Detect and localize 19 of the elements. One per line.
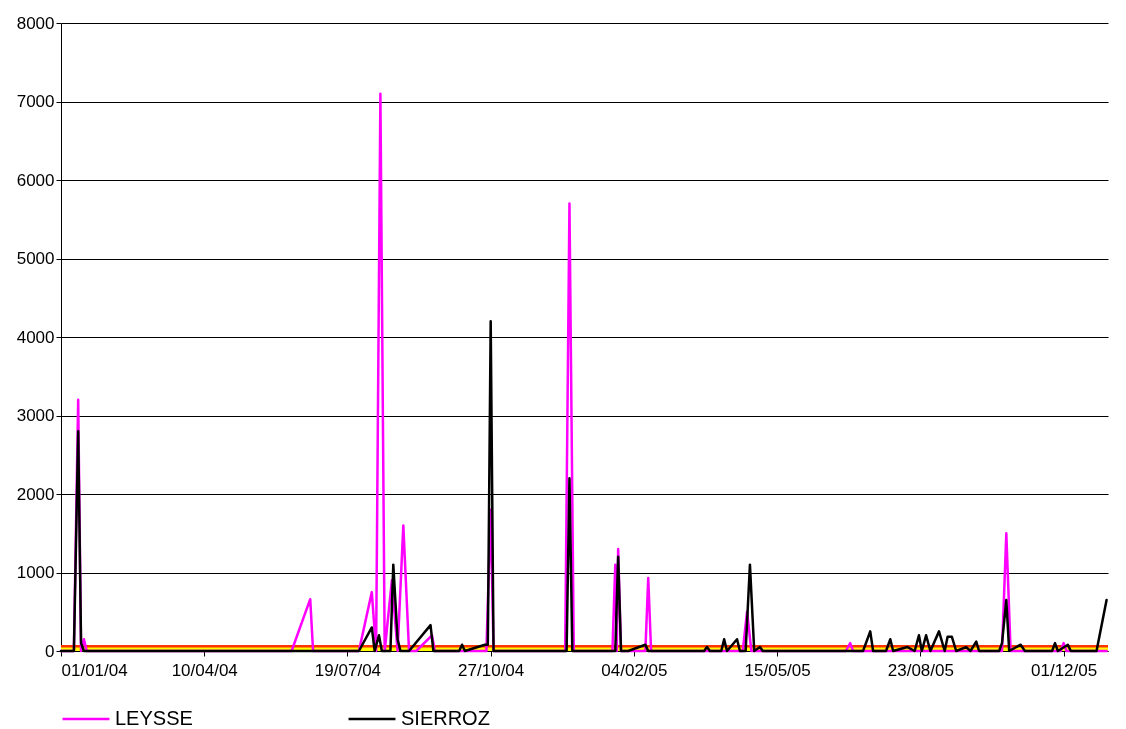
x-tick-label: 01/01/04 bbox=[61, 660, 128, 680]
y-tick-label: 0 bbox=[45, 641, 55, 661]
legend-label: LEYSSE bbox=[115, 707, 193, 729]
y-tick-label: 2000 bbox=[16, 484, 55, 504]
y-tick-label: 1000 bbox=[16, 563, 55, 582]
y-tick-label: 7000 bbox=[16, 92, 55, 111]
legend-label: SIERROZ bbox=[401, 707, 490, 729]
x-tick-label: 04/02/05 bbox=[601, 660, 668, 680]
y-tick-label: 4000 bbox=[16, 327, 55, 347]
x-tick-label: 01/12/05 bbox=[1031, 660, 1098, 680]
y-tick-label: 8000 bbox=[16, 13, 55, 33]
y-tick-label: 5000 bbox=[16, 249, 55, 268]
x-tick-label: 27/10/04 bbox=[458, 660, 525, 680]
y-tick-label: 6000 bbox=[16, 170, 55, 190]
y-tick-label: 3000 bbox=[16, 406, 55, 425]
x-tick-label: 15/05/05 bbox=[744, 660, 811, 680]
x-tick-label: 10/04/04 bbox=[171, 660, 238, 680]
x-tick-label: 23/08/05 bbox=[887, 660, 954, 680]
x-tick-label: 19/07/04 bbox=[314, 660, 382, 680]
